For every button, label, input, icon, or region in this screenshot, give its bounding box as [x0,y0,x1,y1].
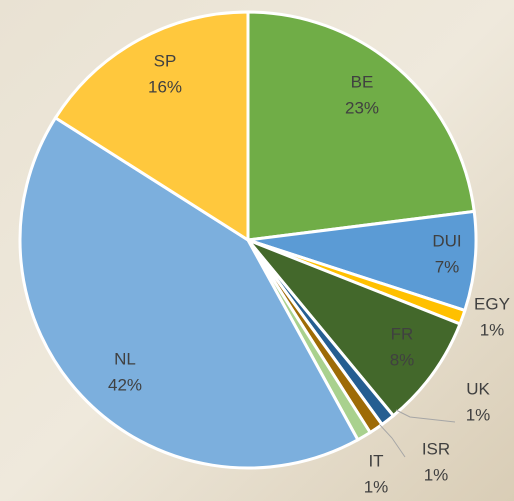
pie-slice [246,10,476,242]
slice-label: IT [368,451,383,470]
slice-label: UK [466,379,490,398]
slice-label: EGY [474,294,510,313]
slice-label: ISR [422,439,450,458]
pie-slice [53,10,250,243]
slice-value-label: 8% [390,350,415,369]
slice-value-label: 7% [435,257,460,276]
slice-value-label: 42% [108,375,142,394]
slice-value-label: 1% [424,465,449,484]
slice-value-label: 1% [466,405,491,424]
leader-line [395,409,456,423]
slice-label: BE [351,72,374,91]
slice-value-label: 1% [480,320,505,339]
slice-label: SP [154,51,177,70]
pie-slice [18,115,360,470]
leader-line [379,424,406,458]
pie-slice [246,238,462,418]
slice-value-label: 1% [364,477,389,496]
slice-value-label: 16% [148,77,182,96]
slice-label: DUI [432,231,461,250]
slice-value-label: 23% [345,98,379,117]
slice-label: FR [391,324,414,343]
slice-label: NL [114,349,136,368]
